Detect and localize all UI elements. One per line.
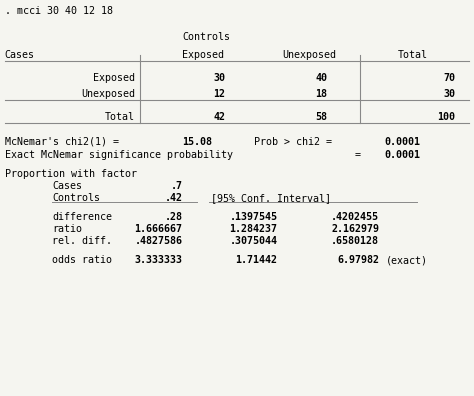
Text: 30: 30 [443, 89, 455, 99]
Text: 3.333333: 3.333333 [135, 255, 182, 265]
Text: 1.284237: 1.284237 [229, 224, 277, 234]
Text: Exposed: Exposed [182, 50, 225, 59]
Text: (exact): (exact) [386, 255, 428, 265]
Text: .4202455: .4202455 [331, 212, 379, 222]
Text: .4827586: .4827586 [135, 236, 182, 246]
Text: Unexposed: Unexposed [282, 50, 336, 59]
Text: .6580128: .6580128 [331, 236, 379, 246]
Text: . mcci 30 40 12 18: . mcci 30 40 12 18 [5, 6, 113, 16]
Text: .42: .42 [164, 193, 182, 203]
Text: Exact McNemar significance probability: Exact McNemar significance probability [5, 150, 233, 160]
Text: ratio: ratio [52, 224, 82, 234]
Text: 2.162979: 2.162979 [331, 224, 379, 234]
Text: 0.0001: 0.0001 [384, 137, 420, 147]
Text: [95% Conf. Interval]: [95% Conf. Interval] [211, 193, 331, 203]
Text: Exposed: Exposed [93, 73, 135, 83]
Text: Cases: Cases [5, 50, 35, 59]
Text: Proportion with factor: Proportion with factor [5, 169, 137, 179]
Text: Cases: Cases [52, 181, 82, 191]
Text: odds ratio: odds ratio [52, 255, 112, 265]
Text: rel. diff.: rel. diff. [52, 236, 112, 246]
Text: 15.08: 15.08 [182, 137, 212, 147]
Text: .1397545: .1397545 [229, 212, 277, 222]
Text: Controls: Controls [52, 193, 100, 203]
Text: 12: 12 [213, 89, 225, 99]
Text: Unexposed: Unexposed [81, 89, 135, 99]
Text: 1.666667: 1.666667 [135, 224, 182, 234]
Text: Total: Total [105, 112, 135, 122]
Text: 6.97982: 6.97982 [337, 255, 379, 265]
Text: =: = [355, 150, 361, 160]
Text: 100: 100 [437, 112, 455, 122]
Text: 42: 42 [213, 112, 225, 122]
Text: 30: 30 [213, 73, 225, 83]
Text: .3075044: .3075044 [229, 236, 277, 246]
Text: Controls: Controls [182, 32, 230, 42]
Text: McNemar's chi2(1) =: McNemar's chi2(1) = [5, 137, 119, 147]
Text: 40: 40 [315, 73, 327, 83]
Text: difference: difference [52, 212, 112, 222]
Text: 1.71442: 1.71442 [235, 255, 277, 265]
Text: 0.0001: 0.0001 [384, 150, 420, 160]
Text: Prob > chi2 =: Prob > chi2 = [254, 137, 332, 147]
Text: Total: Total [398, 50, 428, 59]
Text: 58: 58 [315, 112, 327, 122]
Text: .28: .28 [164, 212, 182, 222]
Text: .7: .7 [171, 181, 182, 191]
Text: 18: 18 [315, 89, 327, 99]
Text: 70: 70 [443, 73, 455, 83]
